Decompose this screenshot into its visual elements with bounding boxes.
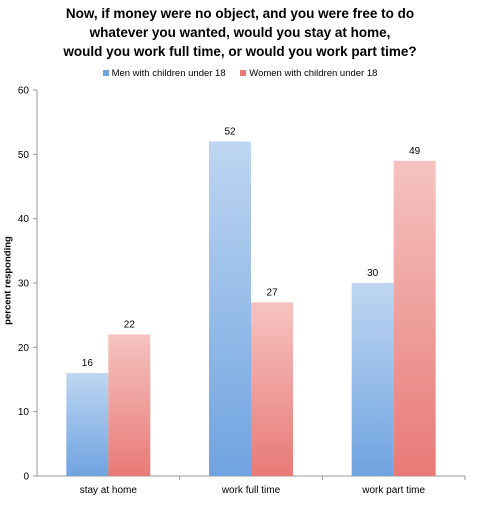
bar-women <box>393 160 436 476</box>
y-tick-label: 50 <box>18 150 30 161</box>
x-tick-label: stay at home <box>80 485 138 496</box>
bar-women <box>251 302 293 476</box>
legend-item-women: Women with children under 18 <box>240 68 377 79</box>
x-tick-label: work part time <box>361 485 425 496</box>
y-tick-label: 60 <box>18 86 30 97</box>
y-tick-label: 30 <box>18 279 30 290</box>
y-tick-label: 40 <box>18 214 30 225</box>
data-label: 16 <box>82 358 94 369</box>
data-label: 30 <box>367 268 379 279</box>
chart-title-line-1: Now, if money were no object, and you we… <box>65 6 415 21</box>
chart-title: Now, if money were no object, and you we… <box>0 4 480 61</box>
legend-label-women: Women with children under 18 <box>249 68 378 79</box>
bar-women <box>108 334 151 476</box>
data-label: 49 <box>409 146 421 157</box>
data-label: 27 <box>266 287 278 298</box>
legend-swatch-men <box>102 70 109 76</box>
chart-title-line-2: whatever you wanted, would you stay at h… <box>89 25 391 40</box>
bar-men <box>351 283 394 476</box>
bar-men <box>209 141 251 476</box>
legend: Men with children under 18 Women with ch… <box>0 68 480 79</box>
chart-title-line-3: would you work full time, or would you w… <box>63 44 417 59</box>
y-tick-label: 0 <box>23 472 29 483</box>
data-label: 22 <box>124 319 136 330</box>
legend-item-men: Men with children under 18 <box>102 68 226 79</box>
legend-swatch-women <box>240 70 247 76</box>
y-tick-label: 20 <box>18 343 30 354</box>
y-tick-label: 10 <box>18 407 30 418</box>
x-tick-label: work full time <box>221 485 281 496</box>
legend-label-men: Men with children under 18 <box>111 68 226 79</box>
data-label: 52 <box>224 126 236 137</box>
bar-men <box>66 373 109 476</box>
